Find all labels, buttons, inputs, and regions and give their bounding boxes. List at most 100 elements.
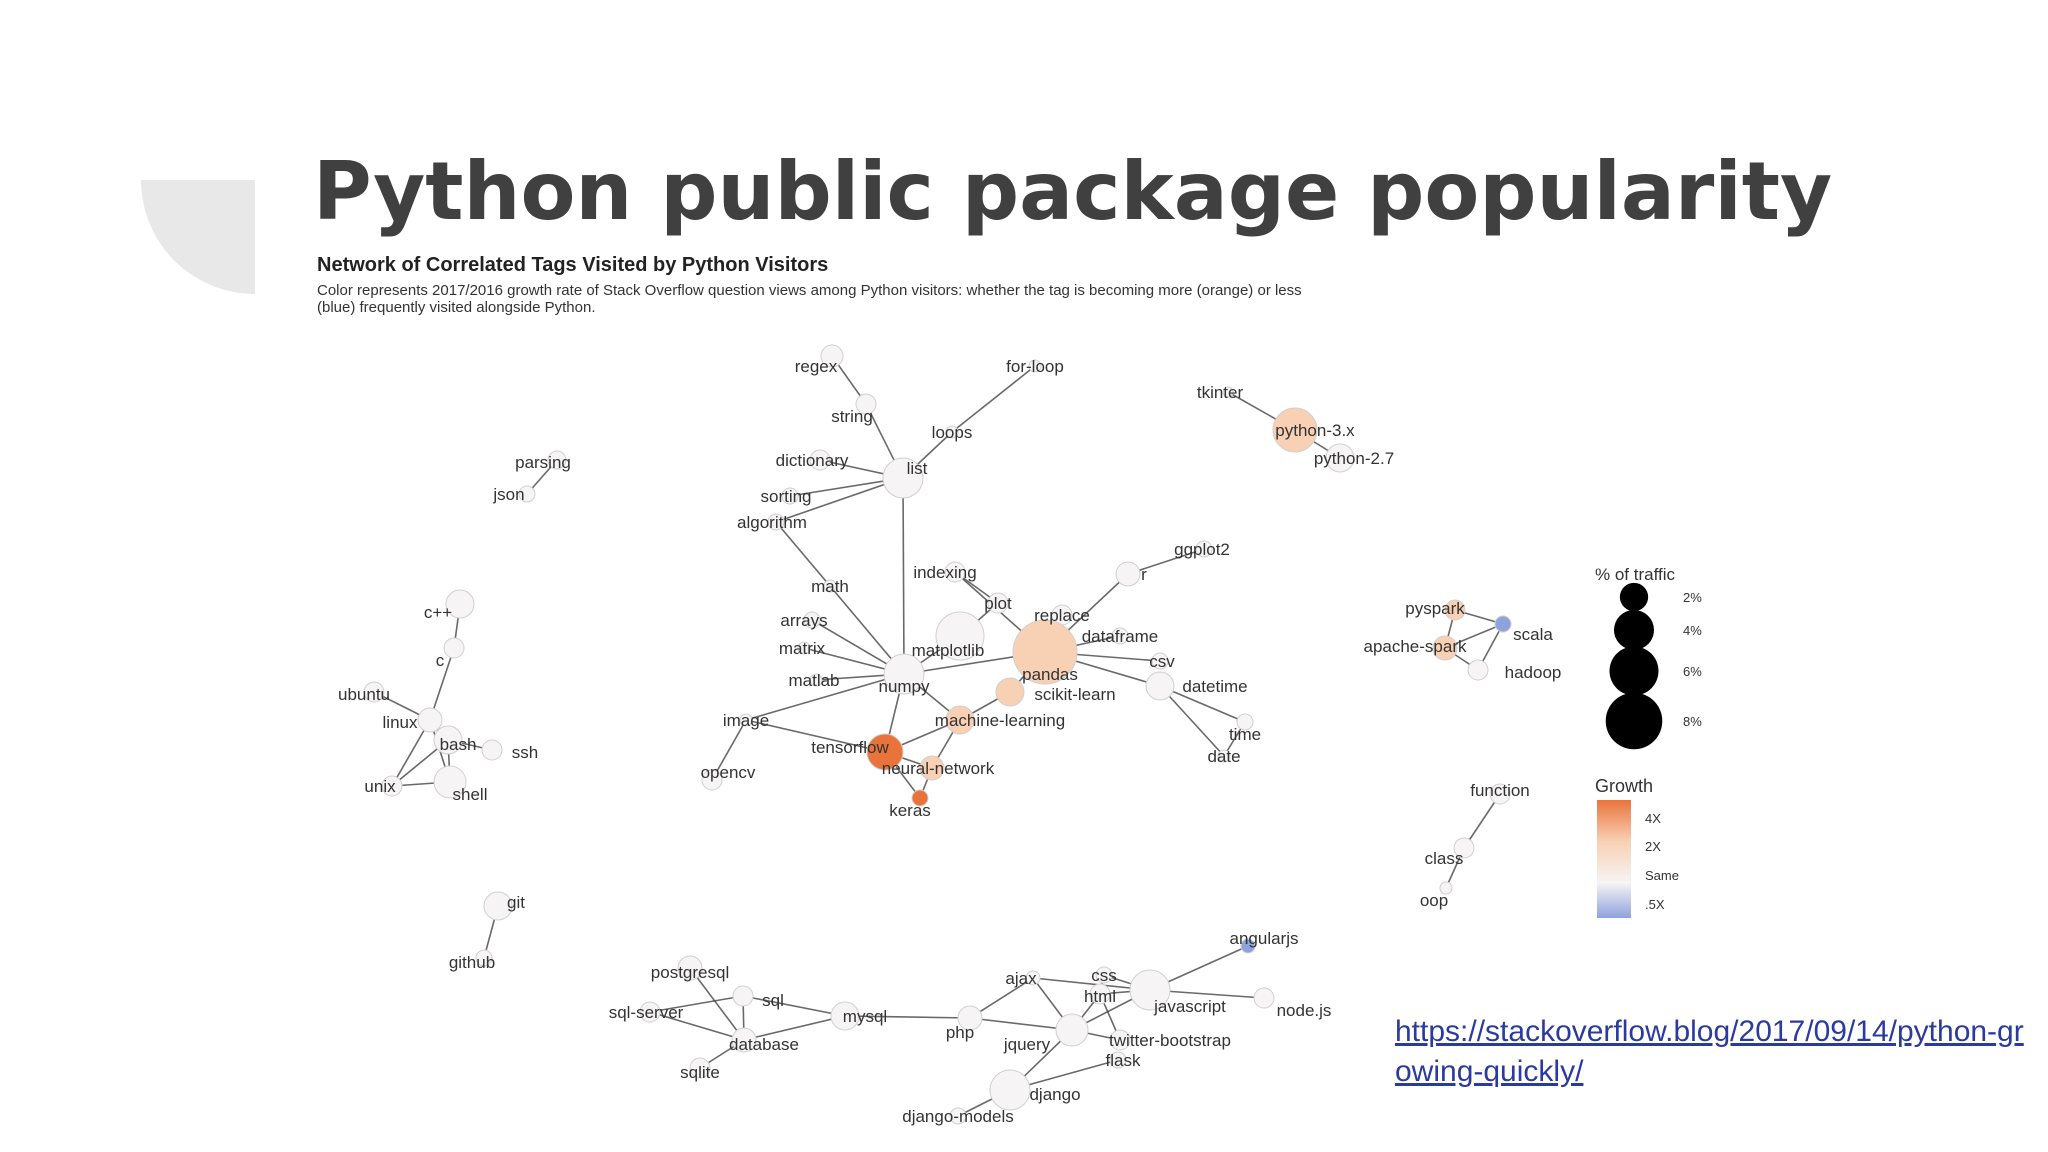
traffic-legend-label: 8%	[1683, 714, 1702, 729]
edge-image-tensorflow	[745, 719, 886, 753]
node-git	[483, 891, 513, 921]
node-r	[1115, 561, 1141, 587]
node-label: pandas	[1022, 665, 1078, 684]
node-label: jquery	[1003, 1035, 1051, 1054]
edge-r-ggplot2	[1127, 548, 1205, 575]
node-label: html	[1084, 987, 1116, 1006]
node-label: neural-network	[882, 759, 995, 778]
node-label: ubuntu	[338, 685, 390, 704]
edge-sql-sql-server	[649, 995, 744, 1013]
node-numpy	[883, 653, 925, 695]
node-node.js	[1253, 987, 1275, 1009]
traffic-legend-label: 2%	[1683, 590, 1702, 605]
node-label: string	[831, 407, 873, 426]
node-label: dictionary	[776, 451, 849, 470]
node-label: machine-learning	[935, 711, 1065, 730]
node-label: arrays	[780, 611, 827, 630]
source-link[interactable]: https://stackoverflow.blog/2017/09/14/py…	[1395, 1015, 2024, 1088]
node-label: c++	[424, 603, 452, 622]
node-label: list	[907, 459, 928, 478]
node-label: node.js	[1277, 1001, 1332, 1020]
node-label: postgresql	[651, 963, 729, 982]
node-label: json	[492, 485, 524, 504]
node-flask	[1109, 1051, 1127, 1069]
node-label: javascript	[1153, 997, 1226, 1016]
node-machine-learning	[945, 705, 975, 735]
node-time	[1236, 713, 1254, 731]
node-parsing	[547, 450, 567, 470]
node-label: apache-spark	[1363, 637, 1467, 656]
node-ssh	[481, 739, 503, 761]
node-label: angularjs	[1230, 929, 1299, 948]
node-label: csv	[1149, 652, 1175, 671]
node-php	[957, 1005, 983, 1031]
node-loops	[945, 425, 959, 439]
edge-linux-unix	[391, 719, 431, 787]
node-sorting	[781, 487, 799, 505]
traffic-legend-circle	[1619, 582, 1649, 612]
node-c++	[445, 589, 475, 619]
node-label: django-models	[902, 1107, 1014, 1126]
node-plot	[987, 592, 1009, 614]
traffic-legend-label: 6%	[1683, 664, 1702, 679]
node-keras	[911, 789, 929, 807]
node-django-models	[949, 1107, 967, 1125]
node-label: php	[946, 1023, 974, 1042]
edge-mysql-database	[743, 1015, 846, 1041]
node-arrays	[803, 611, 821, 629]
edge-datetime-time	[1159, 685, 1246, 723]
node-label: hadoop	[1505, 663, 1562, 682]
node-dataframe	[1111, 627, 1129, 645]
node-label: tensorflow	[811, 738, 889, 757]
node-label: sqlite	[680, 1063, 720, 1082]
node-label: scala	[1513, 625, 1553, 644]
node-label: datetime	[1182, 677, 1247, 696]
node-label: python-3.x	[1275, 421, 1355, 440]
node-matplotlib	[935, 611, 985, 661]
edge-c-linux	[429, 647, 455, 721]
traffic-legend-circle	[1605, 692, 1663, 750]
node-label: dataframe	[1082, 627, 1159, 646]
node-label: pyspark	[1405, 599, 1465, 618]
node-indexing	[944, 561, 966, 583]
node-class	[1453, 837, 1475, 859]
node-label: loops	[932, 423, 973, 442]
node-tkinter	[1222, 386, 1234, 398]
node-label: plot	[984, 594, 1012, 613]
edge-image-opencv	[711, 719, 747, 781]
node-label: ajax	[1005, 969, 1037, 988]
edge-mysql-php	[844, 1015, 971, 1019]
growth-color-scale	[1597, 800, 1631, 918]
node-date	[1217, 749, 1231, 763]
node-label: unix	[364, 777, 396, 796]
node-html	[1089, 983, 1111, 1005]
node-label: sql-server	[609, 1003, 684, 1022]
node-label: sorting	[760, 487, 811, 506]
node-label: replace	[1034, 606, 1090, 625]
traffic-legend-circle	[1609, 646, 1659, 696]
node-python-3.x	[1272, 407, 1318, 453]
node-sql-server	[639, 1001, 661, 1023]
node-twitter-bootstrap	[1109, 1029, 1131, 1051]
node-label: opencv	[701, 763, 756, 782]
node-label: tkinter	[1197, 383, 1244, 402]
node-label: scikit-learn	[1034, 685, 1115, 704]
node-ubuntu	[363, 681, 385, 703]
growth-legend-label: 2X	[1645, 839, 1661, 854]
edge-list-numpy	[902, 477, 905, 675]
node-database	[731, 1027, 757, 1053]
node-ggplot2	[1195, 540, 1213, 558]
node-label: sql	[762, 991, 784, 1010]
traffic-legend-label: 4%	[1683, 623, 1702, 638]
node-label: oop	[1420, 891, 1448, 910]
node-django	[989, 1069, 1031, 1111]
figure-subtitle: Color represents 2017/2016 growth rate o…	[317, 282, 1302, 317]
node-label: shell	[453, 785, 488, 804]
node-label: class	[1425, 849, 1464, 868]
node-label: r	[1141, 565, 1147, 584]
node-label: python-2.7	[1314, 449, 1394, 468]
node-github	[475, 949, 493, 967]
node-matrix	[797, 641, 811, 655]
edge-algorithm-math	[775, 521, 831, 587]
